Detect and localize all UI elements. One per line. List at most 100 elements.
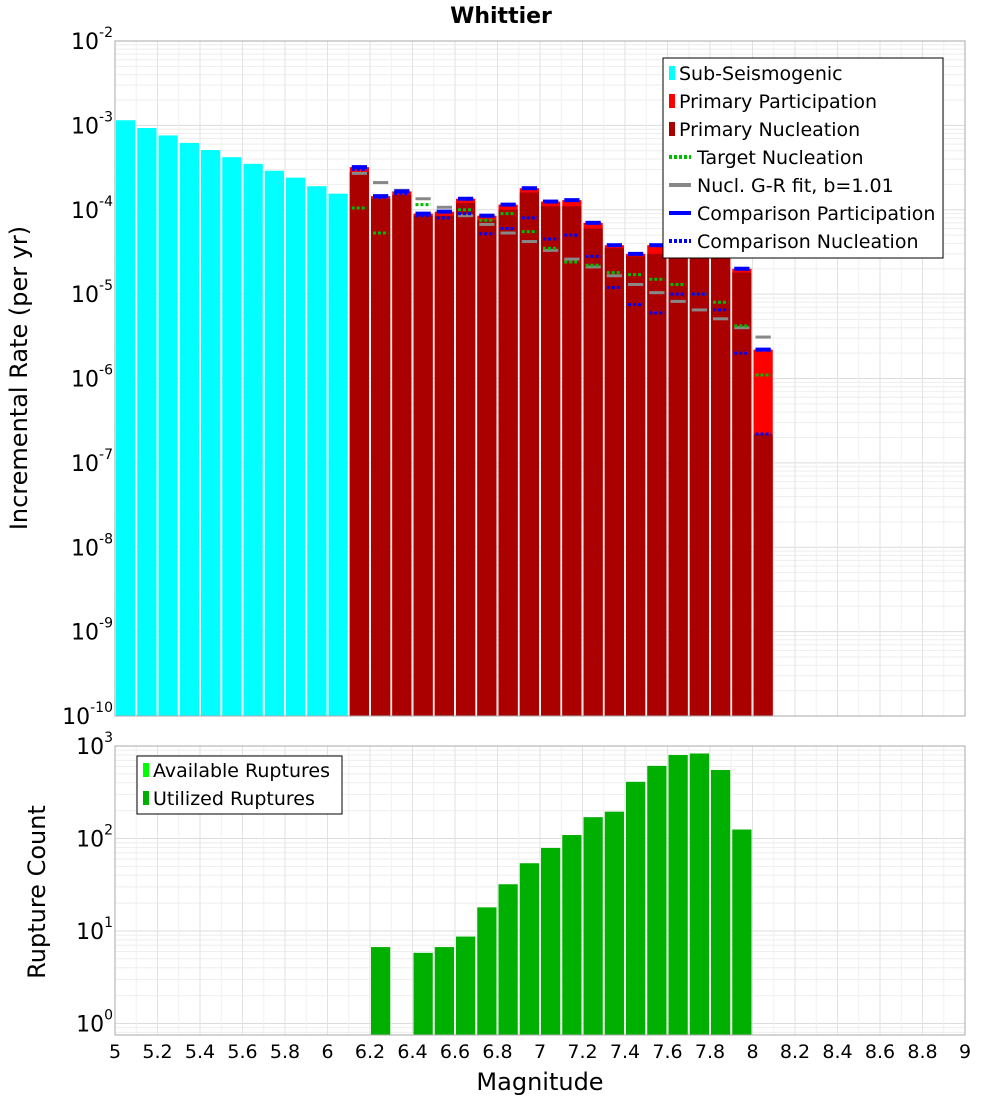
primary-nucleation-bar-7-95 (732, 272, 752, 716)
primary-nucleation-bar-7-15 (562, 206, 582, 716)
top-legend-label-comparison-participation: Comparison Participation (697, 203, 935, 225)
top-plot-frame (114, 40, 966, 717)
top-legend-label-comparison-nucleation: Comparison Nucleation (697, 231, 919, 253)
sub-seismogenic-bar-5-55 (222, 157, 242, 717)
top-legend: Sub-Seismogenic Primary Participation Prim… (662, 57, 944, 259)
sub-seismogenic-bar-5-75 (264, 170, 284, 716)
primary-nucleation-bar-6-45 (413, 215, 433, 717)
sub-seismogenic-bar-5-05 (116, 120, 136, 717)
primary-nucleation-bar-6-55 (434, 215, 454, 717)
bottom-legend-box (136, 755, 343, 815)
top-y-tick-3: 10-7 (71, 447, 113, 477)
primary-nucleation-bar-6-85 (498, 209, 518, 716)
top-y-tick-6: 10-4 (71, 194, 113, 224)
x-tick-7: 7 (534, 1041, 546, 1063)
utilized-ruptures-bar-7-65 (668, 754, 688, 1035)
sub-seismogenic-bar-5-85 (286, 177, 306, 716)
x-axis-label: Magnitude (476, 1068, 603, 1096)
top-legend-label-target-nucleation: Target Nucleation (696, 147, 864, 169)
utilized-ruptures-bar-6-95 (519, 863, 539, 1035)
primary-nucleation-bar-6-95 (519, 192, 539, 717)
bottom-y-axis-label: Rupture Count (23, 805, 51, 979)
x-tick-8-2: 8.2 (780, 1041, 810, 1063)
x-tick-labels: 5 5.2 5.4 5.6 5.8 6 6.2 6.4 6.6 6.8 7 7.2 7.4 7.6 7.8 8… (109, 1041, 971, 1063)
x-tick-5-8: 5.8 (270, 1041, 300, 1063)
bottom-y-tick-1: 101 (76, 915, 113, 945)
primary-nucleation-bar-6-75 (477, 220, 497, 717)
x-tick-8: 8 (746, 1041, 758, 1063)
sub-seismogenic-bar-5-15 (137, 128, 157, 717)
bottom-y-tick-0: 100 (76, 1007, 113, 1037)
x-tick-6-6: 6.6 (440, 1041, 470, 1063)
top-legend-label-primary-participation: Primary Participation (679, 91, 877, 113)
x-tick-5-2: 5.2 (142, 1041, 172, 1063)
top-legend-swatch-primary-nucleation (669, 122, 675, 136)
top-legend-label-primary-nucleation: Primary Nucleation (679, 119, 860, 141)
x-tick-6-4: 6.4 (397, 1041, 427, 1063)
bottom-legend-label-available-ruptures: Available Ruptures (153, 760, 330, 782)
utilized-ruptures-bar-6-85 (498, 884, 518, 1035)
utilized-ruptures-bar-7-95 (732, 829, 752, 1035)
x-tick-7-2: 7.2 (567, 1041, 597, 1063)
bottom-bars (371, 753, 752, 1035)
utilized-ruptures-bar-7-45 (626, 781, 646, 1035)
sub-seismogenic-bar-5-95 (307, 186, 327, 716)
utilized-ruptures-bar-6-25 (371, 947, 391, 1035)
top-legend-swatch-primary-participation (669, 94, 675, 108)
bottom-plot-frame (114, 745, 966, 1036)
x-tick-8-6: 8.6 (865, 1041, 895, 1063)
primary-nucleation-bar-7-55 (647, 253, 667, 716)
x-tick-7-4: 7.4 (610, 1041, 640, 1063)
sub-seismogenic-bar-5-65 (243, 163, 263, 717)
utilized-ruptures-bar-7-75 (689, 753, 709, 1035)
top-legend-label-sub-seismogenic: Sub-Seismogenic (679, 63, 843, 85)
top-y-tick-labels: 10-10 10-9 10-8 10-7 10-6 10-5 10-4 10-3 10-2 (62, 25, 113, 730)
x-tick-7-8: 7.8 (695, 1041, 725, 1063)
bottom-legend-label-utilized-ruptures: Utilized Ruptures (153, 788, 315, 810)
primary-nucleation-bar-7-65 (668, 248, 688, 717)
x-tick-6-8: 6.8 (482, 1041, 512, 1063)
top-y-tick-4: 10-6 (71, 363, 113, 393)
bottom-legend-swatch-available-ruptures (143, 763, 149, 777)
chart-title: Whittier (450, 4, 552, 29)
utilized-ruptures-bar-7-15 (562, 835, 582, 1035)
top-y-tick-5: 10-5 (71, 278, 113, 308)
utilized-ruptures-bar-7-35 (604, 811, 624, 1035)
x-tick-9: 9 (959, 1041, 971, 1063)
sub-seismogenic-bar-5-45 (201, 150, 221, 716)
x-tick-6-2: 6.2 (355, 1041, 385, 1063)
primary-nucleation-bar-6-15 (349, 172, 369, 716)
top-y-tick-0: 10-10 (62, 700, 113, 730)
top-bars (116, 120, 773, 717)
utilized-ruptures-bar-6-45 (413, 952, 433, 1035)
sub-seismogenic-bar-6-05 (328, 193, 348, 716)
sub-seismogenic-bar-5-35 (179, 142, 199, 716)
primary-nucleation-bar-7-85 (711, 243, 731, 717)
primary-nucleation-bar-7-35 (604, 248, 624, 717)
utilized-ruptures-bar-6-65 (456, 936, 476, 1035)
primary-nucleation-bar-7-05 (541, 206, 561, 716)
bottom-y-tick-3: 103 (76, 730, 113, 760)
bottom-y-tick-labels: 100 101 102 103 (76, 730, 113, 1037)
utilized-ruptures-bar-7-85 (711, 770, 731, 1035)
top-legend-box (662, 57, 944, 259)
x-tick-8-4: 8.4 (822, 1041, 852, 1063)
x-tick-5-4: 5.4 (185, 1041, 215, 1063)
utilized-ruptures-bar-6-75 (477, 907, 497, 1035)
x-tick-5-6: 5.6 (227, 1041, 257, 1063)
primary-nucleation-bar-6-35 (392, 194, 412, 716)
primary-nucleation-bar-6-65 (456, 203, 476, 716)
top-y-tick-7: 10-3 (71, 109, 113, 139)
primary-nucleation-bar-7-25 (583, 228, 603, 716)
utilized-ruptures-bar-7-25 (583, 817, 603, 1035)
primary-nucleation-bar-8-05 (753, 433, 773, 716)
primary-nucleation-bar-7-75 (689, 251, 709, 716)
top-y-tick-8: 10-2 (71, 25, 113, 55)
top-legend-swatch-sub-seismogenic (669, 66, 675, 80)
x-tick-6: 6 (321, 1041, 333, 1063)
x-tick-8-8: 8.8 (907, 1041, 937, 1063)
top-line-marks (351, 165, 771, 436)
sub-seismogenic-bar-5-25 (158, 135, 178, 717)
bottom-y-tick-2: 102 (76, 822, 113, 852)
